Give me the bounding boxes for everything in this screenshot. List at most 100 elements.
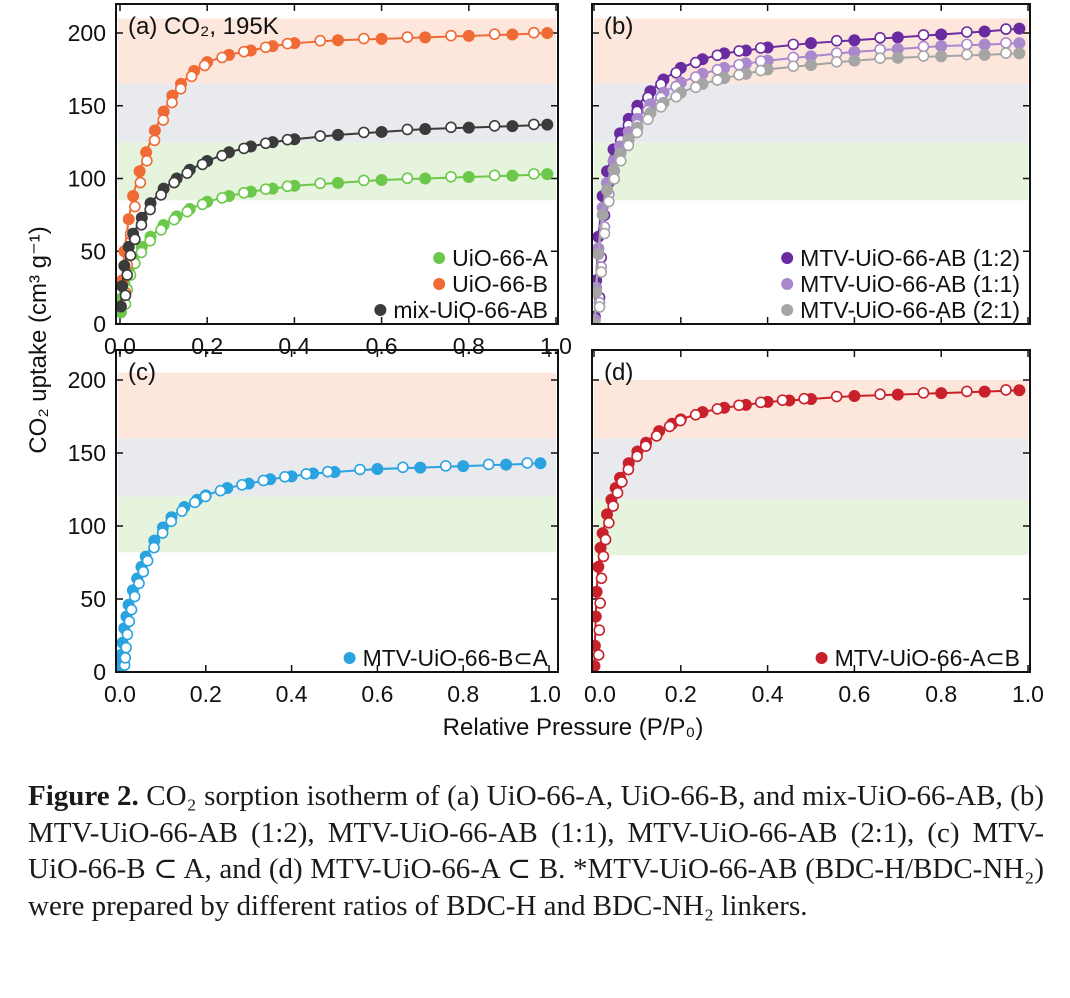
- data-point-desorption: [1000, 37, 1012, 49]
- data-point-desorption: [259, 41, 272, 54]
- data-point-desorption: [607, 500, 619, 512]
- x-tick-label: 0.6: [361, 681, 393, 707]
- data-point-desorption: [238, 45, 250, 58]
- data-point-adsorption: [419, 172, 432, 185]
- data-point-desorption: [148, 134, 161, 147]
- data-point-desorption: [141, 154, 153, 167]
- legend-entry: UiO-66-A: [452, 245, 549, 271]
- data-point-desorption: [216, 192, 228, 204]
- data-point-desorption: [185, 70, 198, 83]
- x-tick-label: 0.6: [838, 681, 870, 707]
- data-point-desorption: [439, 460, 452, 472]
- data-point-adsorption: [978, 38, 991, 51]
- data-point-desorption: [650, 430, 663, 442]
- data-point-desorption: [711, 49, 724, 62]
- data-point-desorption: [174, 82, 187, 95]
- data-point-adsorption: [1013, 384, 1026, 397]
- data-point-desorption: [616, 476, 628, 488]
- x-tick-label: 1.0: [1012, 681, 1044, 707]
- data-point-desorption: [354, 463, 366, 476]
- data-point-adsorption: [592, 560, 605, 573]
- data-point-desorption: [593, 624, 606, 636]
- data-point-adsorption: [332, 128, 344, 141]
- data-point-adsorption: [935, 50, 948, 63]
- data-point-adsorption: [978, 48, 991, 61]
- data-point-desorption: [257, 474, 270, 487]
- data-point-adsorption: [978, 25, 991, 38]
- data-point-adsorption: [935, 28, 948, 41]
- x-tick-label: 0.4: [752, 681, 784, 707]
- data-point-adsorption: [1013, 47, 1026, 60]
- data-point-adsorption: [805, 59, 817, 72]
- data-point-desorption: [128, 590, 141, 603]
- legend-marker: [343, 652, 356, 664]
- data-point-adsorption: [541, 27, 554, 39]
- data-point-desorption: [754, 64, 767, 77]
- x-tick-label: 0.0: [584, 681, 616, 707]
- data-point-desorption: [119, 289, 132, 302]
- panel-frame: [115, 3, 559, 325]
- data-point-desorption: [598, 227, 611, 240]
- data-point-adsorption: [419, 123, 432, 136]
- data-point-desorption: [830, 34, 843, 47]
- data-point-desorption: [488, 28, 501, 40]
- data-point-desorption: [711, 403, 724, 415]
- data-point-desorption: [603, 195, 615, 208]
- data-point-desorption: [401, 172, 414, 185]
- y-tick-label: 50: [80, 586, 106, 612]
- data-point-desorption: [445, 29, 457, 42]
- x-tick-label: 0.8: [447, 681, 479, 707]
- data-point-adsorption: [805, 37, 817, 50]
- data-point-adsorption: [462, 171, 475, 184]
- data-point-desorption: [157, 114, 170, 126]
- data-point-adsorption: [1013, 22, 1026, 35]
- data-point-adsorption: [848, 390, 861, 403]
- data-point-desorption: [129, 200, 141, 213]
- y-tick-label: 150: [68, 93, 106, 119]
- background-band: [594, 142, 1028, 201]
- data-point-desorption: [874, 32, 886, 44]
- data-point-desorption: [874, 388, 886, 401]
- panel-frame: [591, 349, 1031, 673]
- data-point-adsorption: [978, 385, 991, 398]
- data-point-desorption: [181, 205, 194, 218]
- panel-d: 0.0 0.2 0.4 0.6 0.8 1.0 (d) MTV-UiO-66-A⊂B: [584, 349, 1044, 707]
- data-point-adsorption: [891, 388, 904, 401]
- data-point-desorption: [670, 90, 682, 103]
- data-point-desorption: [357, 32, 370, 45]
- data-point-desorption: [168, 176, 180, 189]
- data-point-adsorption: [601, 184, 614, 197]
- panel-label: (d): [604, 359, 633, 386]
- data-point-adsorption: [891, 51, 904, 64]
- data-point-desorption: [917, 29, 930, 41]
- x-tick-label: 0.2: [665, 681, 697, 707]
- data-point-desorption: [754, 396, 767, 409]
- y-axis-title: CO₂ uptake (cm³ g⁻¹): [25, 226, 52, 453]
- data-point-desorption: [608, 173, 621, 185]
- panel-label: (c): [128, 359, 156, 386]
- data-point-adsorption: [116, 300, 127, 313]
- data-point-desorption: [488, 120, 501, 132]
- data-point-desorption: [528, 118, 540, 131]
- data-point-adsorption: [419, 31, 432, 44]
- data-point-adsorption: [375, 32, 388, 45]
- data-point-desorption: [196, 158, 209, 171]
- data-point-desorption: [281, 37, 294, 50]
- data-point-adsorption: [148, 124, 161, 137]
- data-point-desorption: [1000, 47, 1012, 59]
- data-point-desorption: [593, 301, 606, 313]
- legend-entry: MTV-UiO-66-AB (1:2): [800, 245, 1020, 271]
- data-point-desorption: [259, 183, 272, 195]
- data-point-desorption: [663, 420, 676, 433]
- data-point-desorption: [188, 496, 201, 509]
- y-tick-label: 100: [68, 513, 106, 539]
- x-tick-label: 0.6: [366, 333, 398, 359]
- data-point-desorption: [622, 463, 635, 476]
- data-point-desorption: [314, 34, 327, 47]
- data-point-adsorption: [592, 610, 602, 623]
- data-point-desorption: [798, 392, 810, 405]
- data-point-desorption: [961, 38, 973, 51]
- data-point-desorption: [733, 58, 745, 71]
- data-point-adsorption: [541, 118, 554, 131]
- data-point-desorption: [603, 517, 615, 529]
